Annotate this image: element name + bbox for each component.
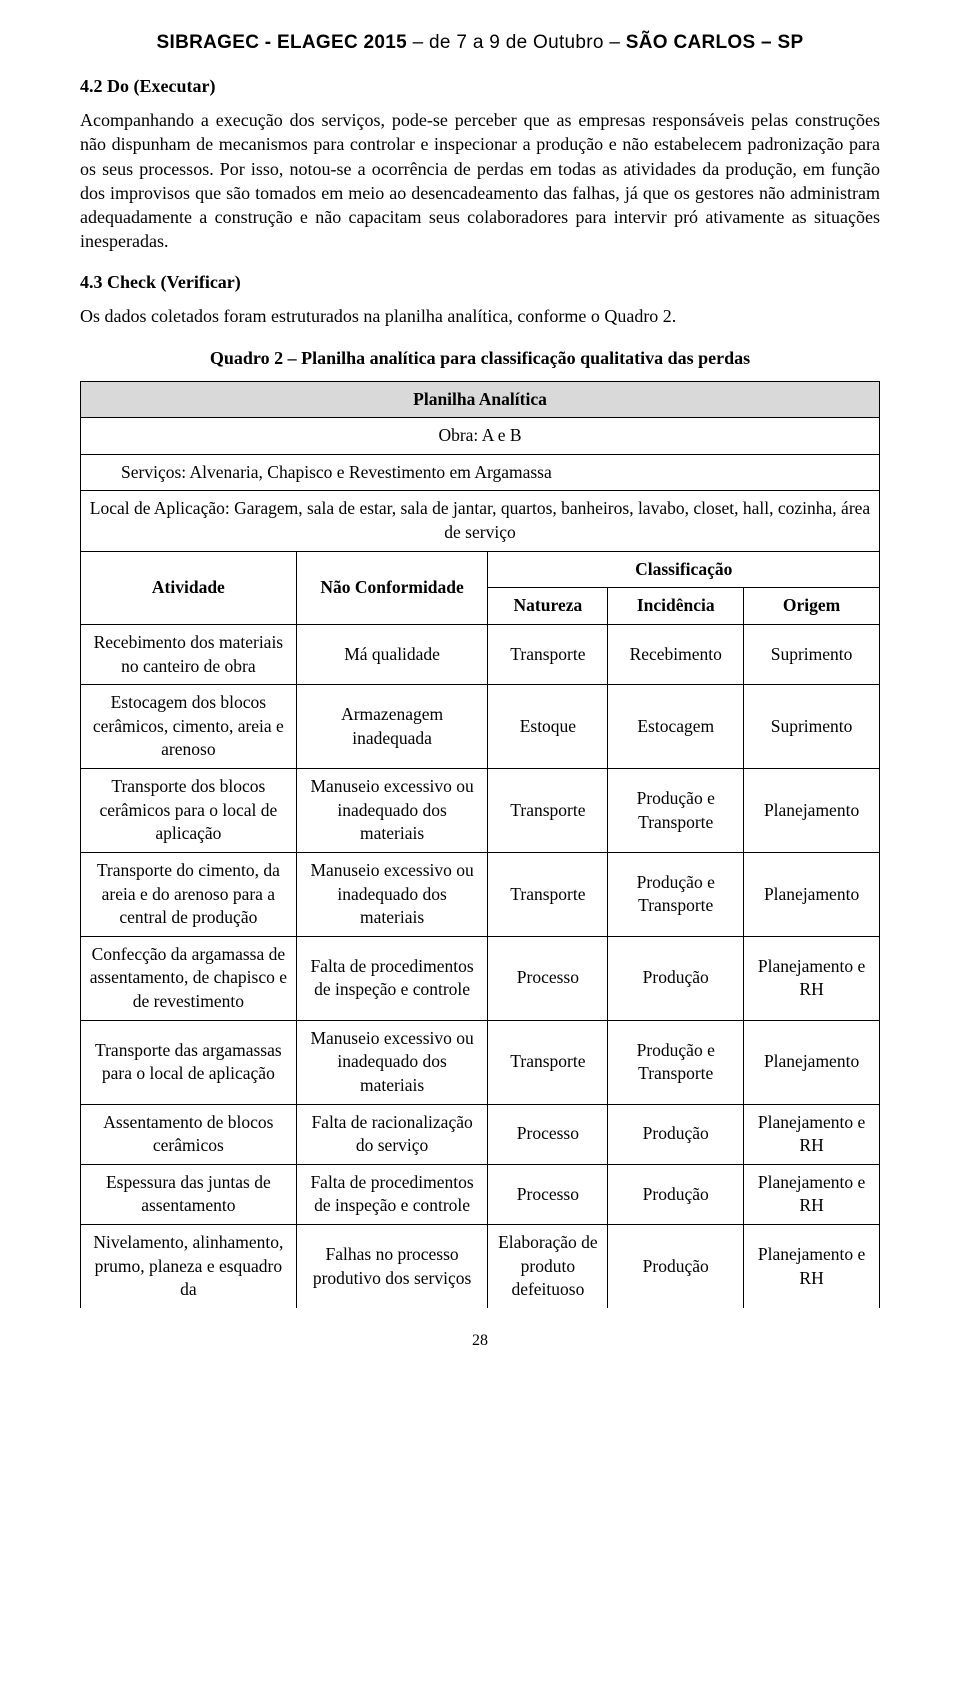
cell-nao-conformidade: Falhas no processo produtivo dos serviço… — [296, 1225, 488, 1308]
cell-incidencia: Produção e Transporte — [608, 1020, 744, 1104]
table-row: Transporte das argamassas para o local d… — [81, 1020, 880, 1104]
table-obra-row: Obra: A e B — [81, 418, 880, 455]
col-atividade: Atividade — [81, 551, 297, 624]
section-check-title: 4.3 Check (Verificar) — [80, 270, 880, 294]
cell-atividade: Confecção da argamassa de assentamento, … — [81, 936, 297, 1020]
table-servicos-row: Serviços: Alvenaria, Chapisco e Revestim… — [81, 454, 880, 491]
cell-natureza: Elaboração de produto defeituoso — [488, 1225, 608, 1308]
cell-nao-conformidade: Manuseio excessivo ou inadequado dos mat… — [296, 769, 488, 853]
col-natureza: Natureza — [488, 588, 608, 625]
cell-atividade: Transporte dos blocos cerâmicos para o l… — [81, 769, 297, 853]
table-row: Transporte dos blocos cerâmicos para o l… — [81, 769, 880, 853]
cell-incidencia: Recebimento — [608, 624, 744, 684]
cell-origem: Planejamento e RH — [744, 1104, 880, 1164]
cell-nao-conformidade: Má qualidade — [296, 624, 488, 684]
cell-nao-conformidade: Manuseio excessivo ou inadequado dos mat… — [296, 852, 488, 936]
cell-incidencia: Produção — [608, 936, 744, 1020]
table-row: Recebimento dos materiais no canteiro de… — [81, 624, 880, 684]
cell-nao-conformidade: Armazenagem inadequada — [296, 685, 488, 769]
cell-natureza: Transporte — [488, 1020, 608, 1104]
table-local-row: Local de Aplicação: Garagem, sala de est… — [81, 491, 880, 551]
cell-incidencia: Produção — [608, 1225, 744, 1308]
cell-natureza: Transporte — [488, 852, 608, 936]
cell-nao-conformidade: Manuseio excessivo ou inadequado dos mat… — [296, 1020, 488, 1104]
analytical-table: Planilha Analítica Obra: A e B Serviços:… — [80, 381, 880, 1308]
cell-incidencia: Produção e Transporte — [608, 769, 744, 853]
cell-natureza: Transporte — [488, 769, 608, 853]
col-origem: Origem — [744, 588, 880, 625]
table-row: Estocagem dos blocos cerâmicos, cimento,… — [81, 685, 880, 769]
cell-nao-conformidade: Falta de procedimentos de inspeção e con… — [296, 1164, 488, 1224]
table-row: Transporte do cimento, da areia e do are… — [81, 852, 880, 936]
cell-atividade: Espessura das juntas de assentamento — [81, 1164, 297, 1224]
cell-incidencia: Produção — [608, 1164, 744, 1224]
cell-origem: Planejamento — [744, 769, 880, 853]
cell-natureza: Processo — [488, 1104, 608, 1164]
event-location: SÃO CARLOS – SP — [626, 32, 804, 53]
cell-atividade: Transporte do cimento, da areia e do are… — [81, 852, 297, 936]
table-row: Espessura das juntas de assentamento Fal… — [81, 1164, 880, 1224]
page-number: 28 — [80, 1330, 880, 1352]
cell-origem: Planejamento e RH — [744, 1164, 880, 1224]
cell-nao-conformidade: Falta de racionalização do serviço — [296, 1104, 488, 1164]
event-dates: – de 7 a 9 de Outubro – — [407, 32, 626, 53]
event-name: SIBRAGEC - ELAGEC 2015 — [157, 32, 408, 53]
cell-origem: Planejamento — [744, 1020, 880, 1104]
col-nao-conformidade: Não Conformidade — [296, 551, 488, 624]
cell-nao-conformidade: Falta de procedimentos de inspeção e con… — [296, 936, 488, 1020]
cell-atividade: Estocagem dos blocos cerâmicos, cimento,… — [81, 685, 297, 769]
table-row: Confecção da argamassa de assentamento, … — [81, 936, 880, 1020]
cell-incidencia: Estocagem — [608, 685, 744, 769]
table-title-row: Planilha Analítica — [81, 381, 880, 418]
cell-origem: Suprimento — [744, 685, 880, 769]
section-do-paragraph: Acompanhando a execução dos serviços, po… — [80, 108, 880, 254]
cell-atividade: Transporte das argamassas para o local d… — [81, 1020, 297, 1104]
cell-incidencia: Produção — [608, 1104, 744, 1164]
table-caption: Quadro 2 – Planilha analítica para class… — [80, 346, 880, 370]
table-row: Assentamento de blocos cerâmicos Falta d… — [81, 1104, 880, 1164]
cell-incidencia: Produção e Transporte — [608, 852, 744, 936]
cell-natureza: Processo — [488, 936, 608, 1020]
section-do-title: 4.2 Do (Executar) — [80, 74, 880, 98]
cell-origem: Planejamento e RH — [744, 936, 880, 1020]
cell-origem: Planejamento — [744, 852, 880, 936]
col-incidencia: Incidência — [608, 588, 744, 625]
col-classificacao: Classificação — [488, 551, 880, 588]
cell-atividade: Nivelamento, alinhamento, prumo, planeza… — [81, 1225, 297, 1308]
cell-origem: Planejamento e RH — [744, 1225, 880, 1308]
cell-natureza: Transporte — [488, 624, 608, 684]
section-check-paragraph: Os dados coletados foram estruturados na… — [80, 304, 880, 328]
cell-atividade: Assentamento de blocos cerâmicos — [81, 1104, 297, 1164]
page-header: SIBRAGEC - ELAGEC 2015 – de 7 a 9 de Out… — [80, 30, 880, 56]
cell-atividade: Recebimento dos materiais no canteiro de… — [81, 624, 297, 684]
cell-natureza: Processo — [488, 1164, 608, 1224]
table-row: Nivelamento, alinhamento, prumo, planeza… — [81, 1225, 880, 1308]
cell-origem: Suprimento — [744, 624, 880, 684]
cell-natureza: Estoque — [488, 685, 608, 769]
